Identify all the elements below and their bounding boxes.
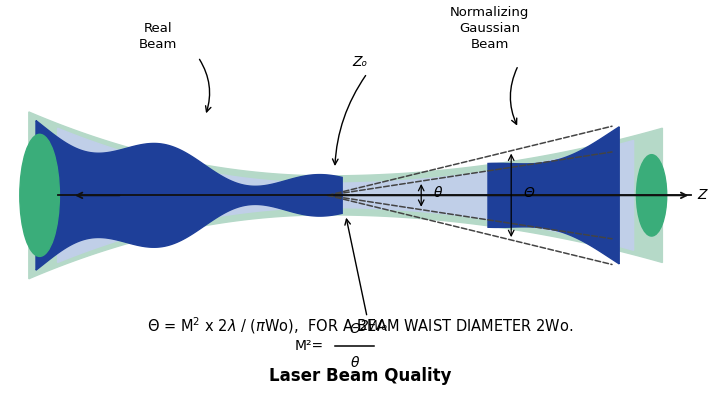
Polygon shape [29, 112, 662, 279]
Text: Z: Z [697, 188, 706, 202]
Polygon shape [488, 127, 619, 264]
Text: Laser Beam Quality: Laser Beam Quality [269, 368, 451, 385]
Text: Θ: Θ [349, 322, 361, 336]
Text: Real
Beam: Real Beam [139, 22, 178, 51]
Text: M²=: M²= [295, 339, 324, 353]
Polygon shape [36, 120, 342, 270]
Ellipse shape [19, 134, 60, 256]
Text: $\Theta$ = M$^2$ x 2$\lambda$ / ($\pi$Wo),  FOR A BEAM WAIST DIAMETER 2Wo.: $\Theta$ = M$^2$ x 2$\lambda$ / ($\pi$Wo… [147, 315, 573, 336]
Text: Θ: Θ [524, 186, 535, 200]
Ellipse shape [636, 155, 667, 236]
Text: Zₒ: Zₒ [352, 55, 368, 69]
Polygon shape [58, 128, 634, 263]
Text: Normalizing
Gaussian
Beam: Normalizing Gaussian Beam [450, 6, 529, 51]
Text: θ: θ [351, 356, 359, 370]
Text: θ: θ [434, 186, 443, 200]
Text: 2Wₒ: 2Wₒ [360, 319, 389, 333]
